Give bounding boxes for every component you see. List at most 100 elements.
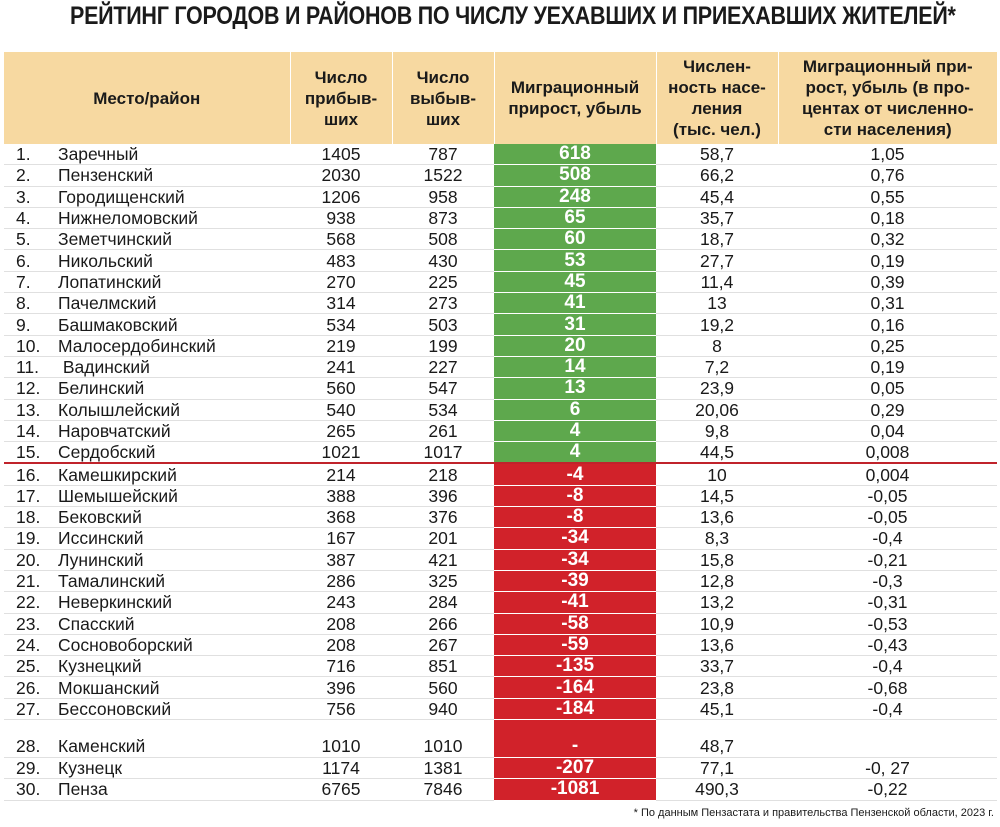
- cell-arrived: 208: [290, 613, 392, 635]
- rank-number: 14.: [16, 421, 41, 441]
- table-row: 10. Малосердобинский 219 199 20 8 0,25: [4, 335, 997, 357]
- cell-percent: -0,21: [778, 549, 997, 571]
- rank-number: 30.: [16, 779, 41, 800]
- cell-place: 23. Спасский: [4, 613, 290, 635]
- cell-percent: 0,16: [778, 313, 997, 336]
- cell-migration: -184: [494, 698, 656, 721]
- table-row: 4. Нижнеломовский 938 873 65 35,7 0,18: [4, 207, 997, 230]
- cell-place: 4. Нижнеломовский: [4, 207, 290, 230]
- cell-place: 28. Каменский: [4, 719, 290, 759]
- cell-arrived: 387: [290, 549, 392, 571]
- cell-place: 15. Сердобский: [4, 441, 290, 464]
- cell-population: 10: [656, 462, 778, 486]
- header-departed: Число выбыв-ших: [392, 52, 495, 144]
- cell-population: 33,7: [656, 655, 778, 678]
- rank-number: 26.: [16, 677, 41, 698]
- cell-percent: 0,32: [778, 228, 997, 251]
- footnote: * По данным Пензастата и правительства П…: [633, 807, 994, 819]
- cell-arrived: 396: [290, 676, 392, 699]
- cell-departed: 225: [392, 271, 494, 294]
- rank-number: 9.: [16, 314, 31, 335]
- cell-population: 11,4: [656, 271, 778, 294]
- cell-arrived: 938: [290, 207, 392, 230]
- table-row: 14. Наровчатский 265 261 4 9,8 0,04: [4, 420, 997, 443]
- cell-population: 12,8: [656, 570, 778, 593]
- cell-population: 13: [656, 292, 778, 315]
- cell-percent: -0,4: [778, 698, 997, 721]
- cell-migration: -: [494, 719, 656, 759]
- table-row: 27. Бессоновский 756 940 -184 45,1 -0,4: [4, 698, 997, 721]
- cell-departed: 7846: [392, 778, 494, 801]
- cell-place: 18. Бековский: [4, 506, 290, 529]
- cell-migration: 13: [494, 378, 656, 400]
- rank-number: 3.: [16, 186, 31, 207]
- table-row: 22. Неверкинский 243 284 -41 13,2 -0,31: [4, 591, 997, 614]
- cell-departed: 503: [392, 313, 494, 336]
- rank-number: 21.: [16, 571, 41, 592]
- table-header: Место/район Число прибыв-ших Число выбыв-ш…: [4, 52, 997, 144]
- cell-departed: 1381: [392, 757, 494, 780]
- rank-number: 11.: [16, 357, 40, 378]
- cell-migration: -4: [494, 462, 656, 486]
- table-row: 28. Каменский 1010 1010-48,7: [4, 719, 997, 759]
- rank-number: 29.: [16, 758, 41, 779]
- cell-migration: 53: [494, 250, 656, 272]
- cell-place: 13. Колышлейский: [4, 399, 290, 421]
- cell-departed: 560: [392, 676, 494, 699]
- district-name: Сосновоборский: [58, 634, 193, 655]
- cell-population: 77,1: [656, 757, 778, 780]
- rank-number: 22.: [16, 592, 41, 613]
- cell-population: 23,9: [656, 377, 778, 400]
- cell-percent: 0,39: [778, 271, 997, 294]
- cell-percent: -0,22: [778, 778, 997, 801]
- cell-departed: 396: [392, 485, 494, 508]
- table-row: 29. Кузнецк 1174 1381 -207 77,1 -0, 27: [4, 757, 997, 780]
- cell-place: 21. Тамалинский: [4, 570, 290, 593]
- cell-percent: 0,19: [778, 249, 997, 272]
- rank-number: 15.: [16, 442, 41, 463]
- cell-place: 24. Сосновоборский: [4, 634, 290, 657]
- cell-arrived: 1174: [290, 757, 392, 780]
- cell-place: 8. Пачелмский: [4, 292, 290, 315]
- district-name: Заречный: [58, 144, 139, 165]
- table-row: 6. Никольский 483 430 53 27,7 0,19: [4, 249, 997, 272]
- cell-population: 8,3: [656, 527, 778, 550]
- table-row: 19. Иссинский 167 201 -34 8,3 -0,4: [4, 527, 997, 550]
- rank-number: 20.: [16, 549, 41, 570]
- cell-migration: 45: [494, 271, 656, 294]
- district-name: Белинский: [58, 378, 145, 399]
- cell-departed: 1010: [392, 719, 494, 759]
- cell-percent: -0,3: [778, 570, 997, 593]
- page-title: РЕЙТИНГ ГОРОДОВ И РАЙОНОВ ПО ЧИСЛУ УЕХАВ…: [70, 2, 956, 30]
- cell-percent: 0,76: [778, 164, 997, 187]
- table-row: 12. Белинский 560 547 13 23,9 0,05: [4, 377, 997, 400]
- table-row: 2. Пензенский 2030 1522 508 66,2 0,76: [4, 164, 997, 187]
- rank-number: 12.: [16, 378, 41, 399]
- cell-percent: -0,31: [778, 591, 997, 614]
- cell-percent: 0,008: [778, 441, 997, 464]
- cell-arrived: 214: [290, 462, 392, 486]
- table-row: 16. Камешкирский 214 218 -4 10 0,004: [4, 462, 997, 486]
- district-name: Башмаковский: [58, 314, 178, 335]
- rank-number: 8.: [16, 293, 31, 314]
- rank-number: 2.: [16, 165, 31, 186]
- cell-migration: 20: [494, 335, 656, 357]
- cell-departed: 534: [392, 399, 494, 421]
- cell-place: 1. Заречный: [4, 144, 290, 166]
- district-name: Наровчатский: [58, 421, 171, 441]
- cell-population: 7,2: [656, 356, 778, 379]
- cell-percent: 0,19: [778, 356, 997, 379]
- cell-place: 22. Неверкинский: [4, 591, 290, 614]
- cell-departed: 547: [392, 377, 494, 400]
- cell-population: 14,5: [656, 485, 778, 508]
- cell-percent: 0,29: [778, 399, 997, 421]
- cell-place: 27. Бессоновский: [4, 698, 290, 721]
- cell-arrived: 1206: [290, 186, 392, 208]
- cell-percent: -0,4: [778, 527, 997, 550]
- district-name: Лопатинский: [58, 271, 162, 292]
- cell-population: 35,7: [656, 207, 778, 230]
- rank-number: 13.: [16, 399, 41, 420]
- cell-place: 3. Городищенский: [4, 186, 290, 208]
- cell-migration: 41: [494, 293, 656, 315]
- cell-migration: -8: [494, 507, 656, 529]
